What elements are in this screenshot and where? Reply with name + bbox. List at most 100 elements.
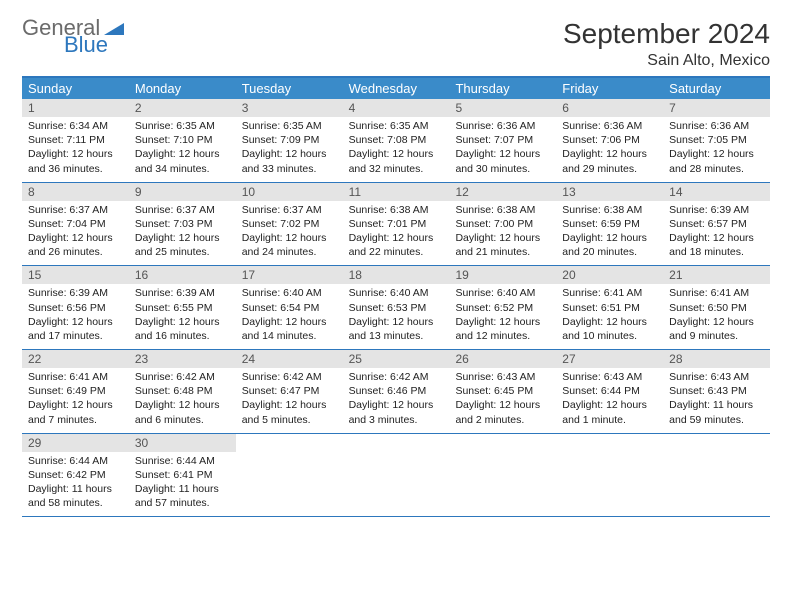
- daylight-text: Daylight: 12 hours and 20 minutes.: [562, 231, 657, 259]
- day-details: Sunrise: 6:36 AMSunset: 7:06 PMDaylight:…: [556, 117, 663, 182]
- sunset-text: Sunset: 6:55 PM: [135, 301, 230, 315]
- sunrise-text: Sunrise: 6:37 AM: [242, 203, 337, 217]
- sunset-text: Sunset: 7:09 PM: [242, 133, 337, 147]
- day-details: Sunrise: 6:41 AMSunset: 6:50 PMDaylight:…: [663, 284, 770, 349]
- calendar-day: 12Sunrise: 6:38 AMSunset: 7:00 PMDayligh…: [449, 183, 556, 266]
- daylight-text: Daylight: 12 hours and 7 minutes.: [28, 398, 123, 426]
- daylight-text: Daylight: 12 hours and 30 minutes.: [455, 147, 550, 175]
- brand-logo: General Blue: [22, 18, 124, 56]
- calendar: Sunday Monday Tuesday Wednesday Thursday…: [22, 76, 770, 517]
- calendar-day: 1Sunrise: 6:34 AMSunset: 7:11 PMDaylight…: [22, 99, 129, 182]
- daylight-text: Daylight: 12 hours and 36 minutes.: [28, 147, 123, 175]
- sunrise-text: Sunrise: 6:43 AM: [455, 370, 550, 384]
- weekday-header: Monday: [129, 78, 236, 99]
- sunrise-text: Sunrise: 6:34 AM: [28, 119, 123, 133]
- day-details: Sunrise: 6:39 AMSunset: 6:56 PMDaylight:…: [22, 284, 129, 349]
- day-details: Sunrise: 6:34 AMSunset: 7:11 PMDaylight:…: [22, 117, 129, 182]
- daylight-text: Daylight: 12 hours and 2 minutes.: [455, 398, 550, 426]
- calendar-day: 8Sunrise: 6:37 AMSunset: 7:04 PMDaylight…: [22, 183, 129, 266]
- daylight-text: Daylight: 12 hours and 12 minutes.: [455, 315, 550, 343]
- day-details: Sunrise: 6:38 AMSunset: 6:59 PMDaylight:…: [556, 201, 663, 266]
- day-details: Sunrise: 6:44 AMSunset: 6:42 PMDaylight:…: [22, 452, 129, 517]
- sunset-text: Sunset: 7:00 PM: [455, 217, 550, 231]
- calendar-week: 8Sunrise: 6:37 AMSunset: 7:04 PMDaylight…: [22, 183, 770, 267]
- day-number: 16: [129, 266, 236, 284]
- month-title: September 2024: [563, 18, 770, 50]
- calendar-day: 7Sunrise: 6:36 AMSunset: 7:05 PMDaylight…: [663, 99, 770, 182]
- day-number: 11: [343, 183, 450, 201]
- daylight-text: Daylight: 12 hours and 10 minutes.: [562, 315, 657, 343]
- weekday-header-row: Sunday Monday Tuesday Wednesday Thursday…: [22, 78, 770, 99]
- sunset-text: Sunset: 6:48 PM: [135, 384, 230, 398]
- day-number: 25: [343, 350, 450, 368]
- sunset-text: Sunset: 6:43 PM: [669, 384, 764, 398]
- sunset-text: Sunset: 6:53 PM: [349, 301, 444, 315]
- sunset-text: Sunset: 6:49 PM: [28, 384, 123, 398]
- day-details: Sunrise: 6:35 AMSunset: 7:08 PMDaylight:…: [343, 117, 450, 182]
- day-number: 7: [663, 99, 770, 117]
- calendar-day: 24Sunrise: 6:42 AMSunset: 6:47 PMDayligh…: [236, 350, 343, 433]
- sunrise-text: Sunrise: 6:40 AM: [242, 286, 337, 300]
- header: General Blue September 2024 Sain Alto, M…: [22, 18, 770, 70]
- daylight-text: Daylight: 12 hours and 3 minutes.: [349, 398, 444, 426]
- sunrise-text: Sunrise: 6:41 AM: [669, 286, 764, 300]
- calendar-day: [236, 434, 343, 517]
- daylight-text: Daylight: 12 hours and 24 minutes.: [242, 231, 337, 259]
- sunset-text: Sunset: 7:06 PM: [562, 133, 657, 147]
- sunset-text: Sunset: 6:47 PM: [242, 384, 337, 398]
- calendar-day: 22Sunrise: 6:41 AMSunset: 6:49 PMDayligh…: [22, 350, 129, 433]
- sunrise-text: Sunrise: 6:39 AM: [135, 286, 230, 300]
- day-number: 9: [129, 183, 236, 201]
- day-number: 19: [449, 266, 556, 284]
- sunrise-text: Sunrise: 6:35 AM: [135, 119, 230, 133]
- sunset-text: Sunset: 7:03 PM: [135, 217, 230, 231]
- calendar-day: 15Sunrise: 6:39 AMSunset: 6:56 PMDayligh…: [22, 266, 129, 349]
- calendar-day: 9Sunrise: 6:37 AMSunset: 7:03 PMDaylight…: [129, 183, 236, 266]
- sunset-text: Sunset: 7:05 PM: [669, 133, 764, 147]
- weekday-header: Tuesday: [236, 78, 343, 99]
- day-number: 3: [236, 99, 343, 117]
- day-details: Sunrise: 6:38 AMSunset: 7:00 PMDaylight:…: [449, 201, 556, 266]
- day-details: Sunrise: 6:40 AMSunset: 6:54 PMDaylight:…: [236, 284, 343, 349]
- day-details: Sunrise: 6:39 AMSunset: 6:57 PMDaylight:…: [663, 201, 770, 266]
- day-details: Sunrise: 6:42 AMSunset: 6:46 PMDaylight:…: [343, 368, 450, 433]
- sunset-text: Sunset: 7:02 PM: [242, 217, 337, 231]
- sunset-text: Sunset: 7:01 PM: [349, 217, 444, 231]
- day-number: 23: [129, 350, 236, 368]
- daylight-text: Daylight: 12 hours and 22 minutes.: [349, 231, 444, 259]
- daylight-text: Daylight: 12 hours and 13 minutes.: [349, 315, 444, 343]
- calendar-day: 6Sunrise: 6:36 AMSunset: 7:06 PMDaylight…: [556, 99, 663, 182]
- sunrise-text: Sunrise: 6:43 AM: [562, 370, 657, 384]
- title-block: September 2024 Sain Alto, Mexico: [563, 18, 770, 70]
- calendar-day: [449, 434, 556, 517]
- day-number: 24: [236, 350, 343, 368]
- day-details: Sunrise: 6:38 AMSunset: 7:01 PMDaylight:…: [343, 201, 450, 266]
- sunrise-text: Sunrise: 6:41 AM: [28, 370, 123, 384]
- day-details: Sunrise: 6:37 AMSunset: 7:04 PMDaylight:…: [22, 201, 129, 266]
- calendar-week: 15Sunrise: 6:39 AMSunset: 6:56 PMDayligh…: [22, 266, 770, 350]
- sunrise-text: Sunrise: 6:42 AM: [135, 370, 230, 384]
- sunrise-text: Sunrise: 6:36 AM: [455, 119, 550, 133]
- day-number: 18: [343, 266, 450, 284]
- calendar-day: 20Sunrise: 6:41 AMSunset: 6:51 PMDayligh…: [556, 266, 663, 349]
- day-details: Sunrise: 6:36 AMSunset: 7:05 PMDaylight:…: [663, 117, 770, 182]
- sunset-text: Sunset: 6:56 PM: [28, 301, 123, 315]
- day-number: 10: [236, 183, 343, 201]
- day-number: 26: [449, 350, 556, 368]
- day-details: Sunrise: 6:35 AMSunset: 7:10 PMDaylight:…: [129, 117, 236, 182]
- daylight-text: Daylight: 12 hours and 28 minutes.: [669, 147, 764, 175]
- sunrise-text: Sunrise: 6:37 AM: [135, 203, 230, 217]
- sunset-text: Sunset: 7:11 PM: [28, 133, 123, 147]
- day-number: 5: [449, 99, 556, 117]
- daylight-text: Daylight: 12 hours and 6 minutes.: [135, 398, 230, 426]
- sunrise-text: Sunrise: 6:39 AM: [669, 203, 764, 217]
- daylight-text: Daylight: 12 hours and 32 minutes.: [349, 147, 444, 175]
- calendar-day: 21Sunrise: 6:41 AMSunset: 6:50 PMDayligh…: [663, 266, 770, 349]
- day-number: 2: [129, 99, 236, 117]
- calendar-day: 25Sunrise: 6:42 AMSunset: 6:46 PMDayligh…: [343, 350, 450, 433]
- calendar-day: 26 Sunrise: 6:43 AMSunset: 6:45 PMDayligh…: [449, 350, 556, 433]
- daylight-text: Daylight: 12 hours and 34 minutes.: [135, 147, 230, 175]
- sunset-text: Sunset: 6:45 PM: [455, 384, 550, 398]
- weekday-header: Thursday: [449, 78, 556, 99]
- calendar-day: 13Sunrise: 6:38 AMSunset: 6:59 PMDayligh…: [556, 183, 663, 266]
